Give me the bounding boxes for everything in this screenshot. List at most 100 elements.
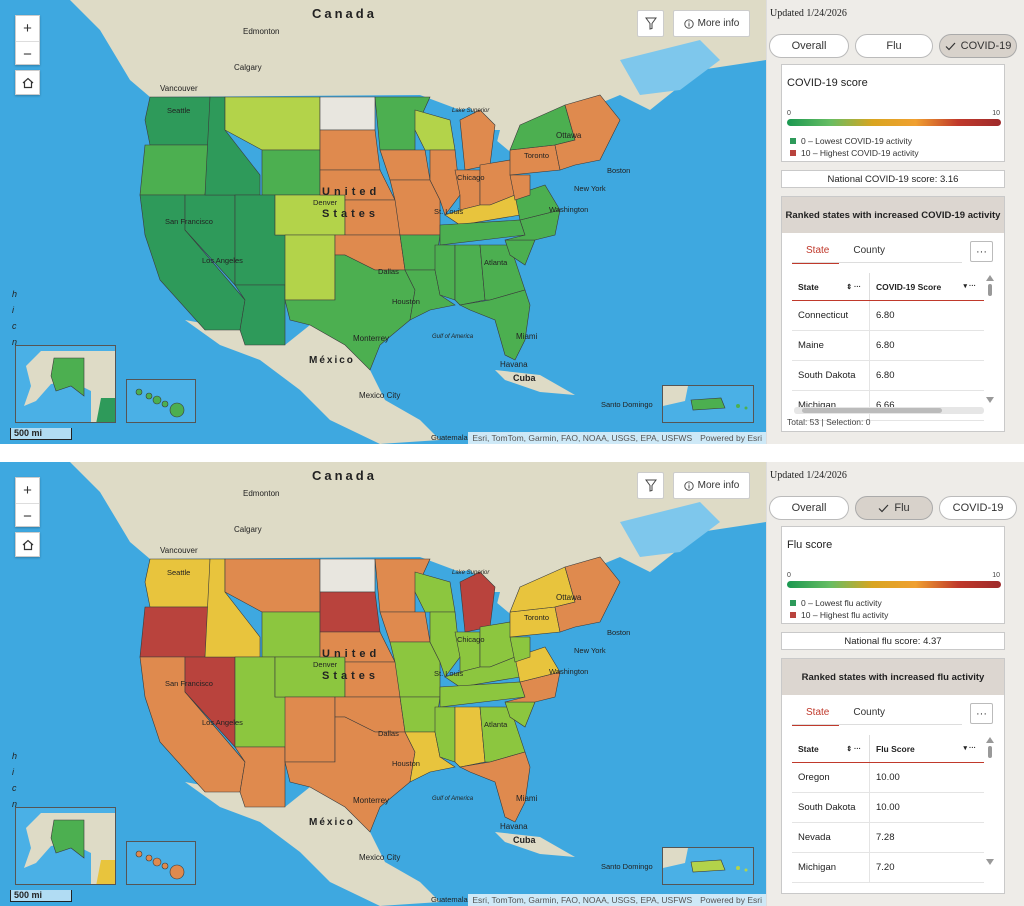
zoom-in-button[interactable]: + xyxy=(23,20,32,37)
state-wy[interactable] xyxy=(261,149,321,196)
table-row[interactable]: Connecticut 6.80 xyxy=(792,301,984,331)
table-vertical-scrollbar[interactable] xyxy=(986,737,994,865)
state-wy[interactable] xyxy=(261,611,321,658)
powered-by-esri[interactable]: Powered by Esri xyxy=(700,895,762,905)
table-options-button[interactable]: ··· xyxy=(970,703,993,724)
state-or[interactable] xyxy=(139,144,211,196)
tab-county[interactable]: County xyxy=(853,707,886,718)
tab-state[interactable]: State xyxy=(792,703,840,726)
table-row[interactable]: Michigan 7.20 xyxy=(792,853,984,883)
powered-by-esri[interactable]: Powered by Esri xyxy=(700,433,762,443)
state-nd[interactable] xyxy=(319,558,376,593)
state-hi[interactable] xyxy=(161,400,169,408)
state-ms[interactable] xyxy=(434,706,456,763)
state-az[interactable] xyxy=(234,746,286,808)
toggle-overall[interactable]: Overall xyxy=(769,34,849,58)
hawaii-inset[interactable] xyxy=(126,841,196,885)
home-button[interactable] xyxy=(15,532,40,557)
state-nm[interactable] xyxy=(284,234,336,301)
state-pr[interactable] xyxy=(690,397,726,411)
zoom-out-button[interactable]: − xyxy=(16,41,39,66)
toggle-overall[interactable]: Overall xyxy=(769,496,849,520)
state-nd[interactable] xyxy=(319,96,376,131)
state-hi[interactable] xyxy=(169,864,185,880)
zoom-in-button[interactable]: + xyxy=(23,482,32,499)
state-ar[interactable] xyxy=(399,234,441,271)
map-view[interactable]: Canada Edmonton Calgary Vancouver Seattle San… xyxy=(0,462,766,906)
puerto-rico-inset[interactable] xyxy=(662,847,754,885)
table-row[interactable]: Maine 6.80 xyxy=(792,331,984,361)
table-row[interactable]: South Dakota 6.80 xyxy=(792,361,984,391)
state-pa[interactable] xyxy=(509,606,561,638)
toggle-flu[interactable]: Flu xyxy=(855,34,933,58)
state-wa[interactable] xyxy=(144,96,211,146)
filter-button[interactable] xyxy=(637,10,664,37)
map-view[interactable]: Canada Edmonton Calgary Vancouver Seattle San… xyxy=(0,0,766,444)
filter-button[interactable] xyxy=(637,472,664,499)
basemap[interactable]: Canada Edmonton Calgary Vancouver Seattle San… xyxy=(0,462,766,906)
sort-desc-icon[interactable]: ▾ ··· xyxy=(963,282,976,290)
state-al[interactable] xyxy=(454,244,486,306)
state-az[interactable] xyxy=(234,284,286,346)
state-al[interactable] xyxy=(454,706,486,768)
state-ne_reg[interactable] xyxy=(554,556,621,633)
state-or[interactable] xyxy=(139,606,211,658)
col-header-score[interactable]: COVID-19 Score ▾ ··· xyxy=(870,282,984,292)
hawaii-inset[interactable] xyxy=(126,379,196,423)
col-header-score[interactable]: Flu Score ▾ ··· xyxy=(870,744,984,754)
table-horizontal-scrollbar[interactable] xyxy=(794,407,984,414)
state-hi[interactable] xyxy=(135,850,143,858)
state-hi[interactable] xyxy=(135,388,143,396)
table-options-button[interactable]: ··· xyxy=(970,241,993,262)
state-sd[interactable] xyxy=(319,591,381,633)
state-hi[interactable] xyxy=(152,857,162,867)
state-nm[interactable] xyxy=(284,696,336,763)
state-hi[interactable] xyxy=(169,402,185,418)
table-row[interactable]: Nevada 7.28 xyxy=(792,823,984,853)
state-fl[interactable] xyxy=(459,289,531,361)
state-mi[interactable] xyxy=(459,109,496,171)
sort-desc-icon[interactable]: ▾ ··· xyxy=(963,744,976,752)
more-info-button[interactable]: More info xyxy=(673,472,750,499)
toggle-covid-19[interactable]: COVID-19 xyxy=(939,34,1017,58)
state-hi[interactable] xyxy=(161,862,169,870)
toggle-flu[interactable]: Flu xyxy=(855,496,933,520)
state-wa[interactable] xyxy=(144,558,211,608)
col-header-state[interactable]: State ⇕ ··· xyxy=(792,735,870,762)
scroll-thumb[interactable] xyxy=(802,408,942,413)
state-pa[interactable] xyxy=(509,144,561,176)
state-ar[interactable] xyxy=(399,696,441,733)
col-header-state[interactable]: State ⇕ ··· xyxy=(792,273,870,300)
state-mi[interactable] xyxy=(459,571,496,633)
attribution-sources[interactable]: Esri, TomTom, Garmin, FAO, NOAA, USGS, E… xyxy=(472,895,693,905)
home-button[interactable] xyxy=(15,70,40,95)
table-row[interactable]: Oregon 10.00 xyxy=(792,763,984,793)
state-hi[interactable] xyxy=(145,392,153,400)
state-ne_reg[interactable] xyxy=(554,94,621,171)
state-pr[interactable] xyxy=(690,859,726,873)
puerto-rico-inset[interactable] xyxy=(662,385,754,423)
alaska-inset[interactable] xyxy=(15,807,116,885)
state-hi[interactable] xyxy=(145,854,153,862)
state-ms[interactable] xyxy=(434,244,456,301)
sort-icon[interactable]: ⇕ ··· xyxy=(846,745,861,753)
toggle-covid-19[interactable]: COVID-19 xyxy=(939,496,1017,520)
table-row[interactable]: Michigan 6.66 xyxy=(792,391,984,421)
state-ak[interactable] xyxy=(50,819,85,859)
table-row[interactable]: South Dakota 10.00 xyxy=(792,793,984,823)
tab-county[interactable]: County xyxy=(853,245,886,256)
state-hi[interactable] xyxy=(152,395,162,405)
state-ak[interactable] xyxy=(50,357,85,397)
table-vertical-scrollbar[interactable] xyxy=(986,275,994,403)
more-info-button[interactable]: More info xyxy=(673,10,750,37)
basemap[interactable]: Canada Edmonton Calgary Vancouver Seattle San… xyxy=(0,0,766,444)
state-fl[interactable] xyxy=(459,751,531,823)
attribution-sources[interactable]: Esri, TomTom, Garmin, FAO, NOAA, USGS, E… xyxy=(472,433,693,443)
alaska-inset[interactable] xyxy=(15,345,116,423)
zoom-out-button[interactable]: − xyxy=(16,503,39,528)
state-sd[interactable] xyxy=(319,129,381,171)
state-wv[interactable] xyxy=(509,174,531,201)
state-wv[interactable] xyxy=(509,636,531,663)
sort-icon[interactable]: ⇕ ··· xyxy=(846,283,861,291)
tab-state[interactable]: State xyxy=(792,241,840,264)
